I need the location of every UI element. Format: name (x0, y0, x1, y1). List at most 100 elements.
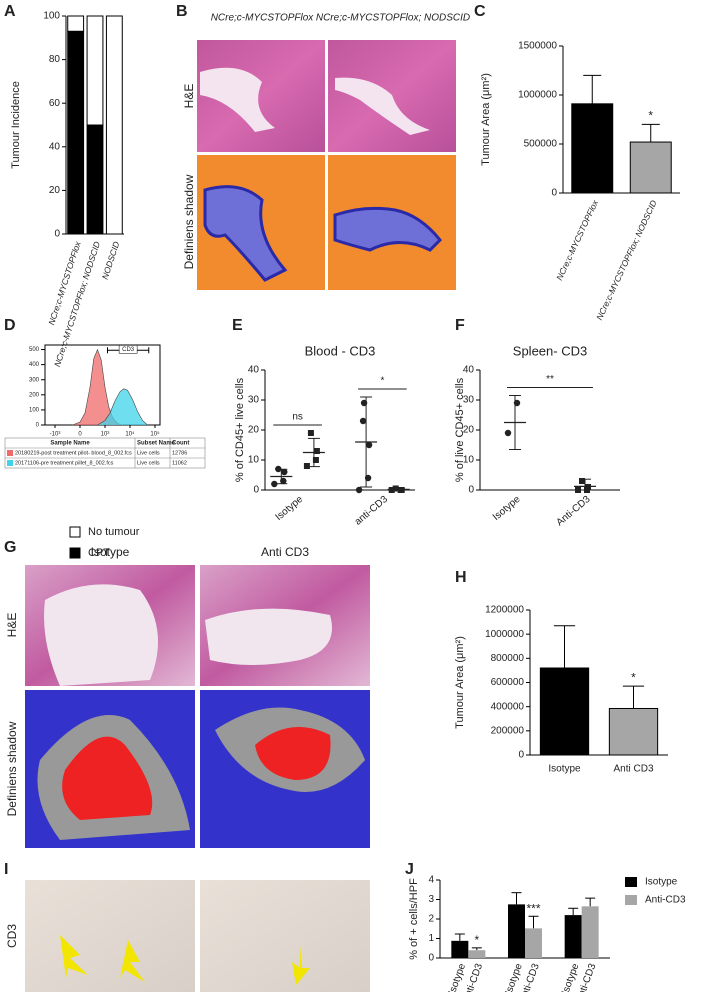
data-point (365, 441, 373, 449)
y-tick-label: 0 (253, 485, 259, 496)
bar (451, 940, 469, 958)
row-label: H&E (5, 613, 19, 638)
x-tick-label: Isotype (491, 494, 523, 523)
table-swatch (7, 460, 13, 466)
data-point (355, 486, 363, 494)
y-tick-label: 0 (468, 485, 474, 496)
bar (608, 707, 659, 756)
y-tick-label: 400000 (491, 701, 525, 712)
bar-segment (105, 15, 123, 235)
x-tick-label: Anti CD3 (613, 764, 653, 775)
x-tick-label: Anti-CD3 (554, 494, 592, 529)
bar (564, 915, 582, 958)
significance: * (631, 670, 636, 684)
image (200, 880, 370, 992)
table-cell: 11062 (172, 460, 187, 466)
panel-b-images: B NCre;c-MYCSTOPFlox NCre;c-MYCSTOPFlox;… (176, 3, 470, 290)
y-tick-label: 400 (29, 362, 40, 368)
legend-label: CPT (88, 547, 110, 559)
y-tick-label: 60 (49, 98, 61, 109)
image-detail (200, 67, 275, 132)
arrow (120, 940, 145, 982)
y-tick-label: 0 (551, 188, 557, 199)
table-header: Count (172, 441, 189, 447)
y-tick-label: 20 (248, 425, 260, 436)
y-tick-label: 200000 (491, 725, 525, 736)
row-label: Definiens shadow (5, 721, 19, 816)
arrow (292, 945, 310, 985)
bar (468, 950, 486, 958)
y-axis-label: Tumour Area (μm²) (454, 636, 466, 729)
y-tick-label: 10 (248, 455, 260, 466)
y-tick-label: 30 (463, 395, 475, 406)
y-tick-label: 1500000 (518, 41, 557, 52)
gate-label: CD3 (122, 347, 135, 353)
y-tick-label: 30 (248, 395, 260, 406)
data-point (271, 480, 278, 488)
table-header: Subset Name (137, 441, 176, 447)
row-label: Definiens shadow (182, 174, 196, 269)
column-title: NCre;c-MYCSTOPFlox (211, 13, 315, 24)
chart-title: Spleen- CD3 (513, 343, 587, 358)
y-tick-label: 1000000 (485, 629, 524, 640)
x-tick-label: anti-CD3 (353, 494, 391, 528)
panel-letter: A (4, 3, 16, 20)
x-tick-label: NCre;c-MYCSTOPFlox; NODSCID (594, 199, 658, 322)
data-point (303, 463, 310, 469)
table-frame (4, 437, 206, 469)
legend-swatch (625, 895, 637, 905)
image (25, 880, 195, 992)
image-detail (333, 206, 443, 252)
panel-letter: B (176, 3, 188, 20)
row-label: H&E (182, 84, 196, 109)
y-tick-label: 100 (43, 11, 60, 22)
significance: * (648, 109, 653, 123)
panel-letter: E (232, 317, 243, 334)
panel-letter: C (474, 3, 486, 20)
y-axis-label: % of live CD45+ cells (454, 377, 466, 482)
bracket-label: * (380, 376, 384, 387)
table-cell: 20180219-post treatment pilot- blood_8_0… (15, 450, 132, 456)
y-tick-label: 0 (518, 750, 524, 761)
bar-segment (86, 124, 104, 235)
y-tick-label: 800000 (491, 653, 525, 664)
y-tick-label: 300 (29, 377, 40, 383)
legend-label: Isotype (645, 877, 678, 888)
data-point (313, 448, 320, 454)
panel-letter: D (4, 317, 16, 334)
y-tick-label: 20 (463, 425, 475, 436)
y-tick-label: 2 (428, 914, 434, 925)
panel-letter: F (455, 317, 465, 334)
bar-segment (67, 30, 85, 235)
legend-swatch (69, 526, 81, 538)
y-tick-label: 10 (463, 455, 475, 466)
panel-g-images: G Isotype Anti CD3 H&E Definiens shadow (4, 539, 370, 848)
data-point (504, 429, 512, 437)
bracket-label: ** (546, 374, 554, 385)
bracket-label: ns (292, 412, 303, 423)
y-tick-label: 500000 (524, 139, 558, 150)
significance: * (474, 933, 479, 947)
data-point (312, 457, 319, 463)
x-tick-label: NCre;c-MYCSTOPFlox (554, 198, 600, 282)
x-tick-label: 10⁴ (125, 431, 135, 438)
bar (581, 906, 599, 958)
panel-letter: H (455, 569, 467, 586)
x-tick-label: Isotype (273, 494, 305, 523)
y-tick-label: 40 (463, 365, 475, 376)
y-tick-label: 1 (428, 933, 434, 944)
y-tick-label: 4 (428, 875, 434, 886)
image-detail (255, 727, 331, 780)
bar (508, 904, 525, 958)
bar-segment (67, 15, 85, 32)
bar (629, 141, 672, 194)
bar (571, 103, 614, 194)
y-axis-label: % of + cells/HPF (408, 878, 420, 960)
image-detail (62, 736, 153, 820)
table-swatch (7, 450, 13, 456)
y-tick-label: 100 (29, 407, 40, 413)
x-tick-label: NODSCID (100, 240, 122, 280)
table-header: Sample Name (50, 441, 90, 447)
data-point (579, 478, 585, 484)
x-tick-label: Isotype (548, 764, 581, 775)
